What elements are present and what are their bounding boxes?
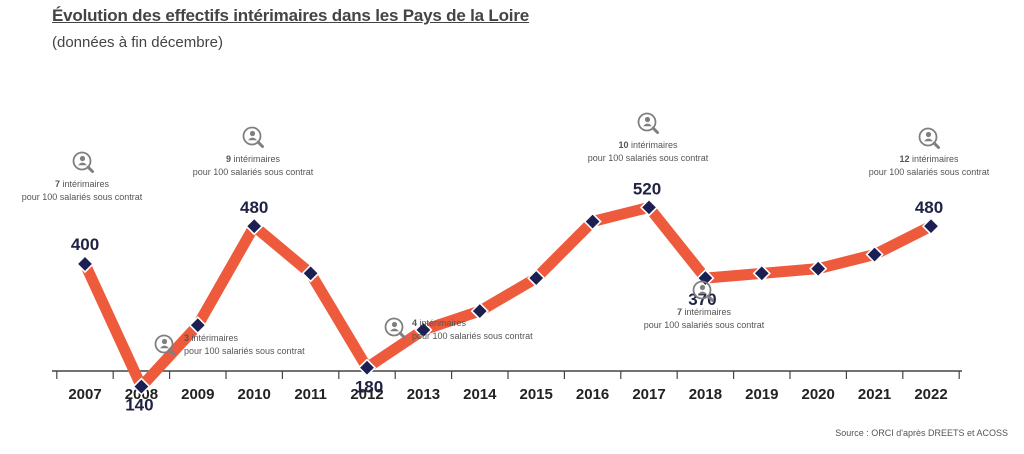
- data-point-marker: [752, 264, 771, 283]
- data-point-marker: [921, 217, 941, 236]
- person-search-icon: [637, 112, 659, 134]
- annotation-line: pour 100 salariés sous contrat: [184, 346, 305, 356]
- data-point-marker: [75, 254, 95, 274]
- annotation-line: 9 intérimaires: [226, 154, 281, 164]
- series-line: [80, 201, 934, 393]
- x-tick-label: 2019: [745, 386, 778, 403]
- annotation-line: 10 intérimaires: [618, 140, 678, 150]
- person-search-icon: [384, 317, 406, 339]
- x-tick-label: 2011: [294, 386, 327, 403]
- data-point-marker: [527, 268, 546, 288]
- source-note: Source : ORCI d'après DREETS et ACOSS: [835, 428, 1008, 438]
- data-point-marker: [809, 259, 828, 278]
- chart-title: Évolution des effectifs intérimaires dan…: [52, 6, 529, 25]
- data-point-marker: [414, 320, 433, 340]
- x-tick-label: 2022: [914, 386, 947, 403]
- annotation-line: pour 100 salariés sous contrat: [412, 331, 533, 341]
- x-tick-label: 2017: [632, 386, 665, 403]
- annotation-line: pour 100 salariés sous contrat: [22, 192, 143, 202]
- data-point-marker: [132, 377, 151, 396]
- data-point-marker: [583, 212, 602, 231]
- x-tick-label: 2009: [181, 386, 214, 403]
- data-label: 140: [125, 396, 153, 415]
- annotation-line: pour 100 salariés sous contrat: [644, 320, 765, 330]
- data-point-marker: [357, 358, 377, 377]
- data-label: 520: [633, 179, 661, 198]
- annotation-line: 7 intérimaires: [55, 179, 110, 189]
- data-point-marker: [245, 217, 264, 236]
- data-point-marker: [188, 316, 207, 335]
- x-tick-label: 2021: [858, 386, 891, 403]
- data-label: 180: [355, 378, 383, 397]
- data-label: 400: [71, 235, 99, 254]
- annotation-line: pour 100 salariés sous contrat: [869, 167, 990, 177]
- annotation-line: 4 intérimaires: [412, 318, 467, 328]
- data-point-marker: [865, 245, 884, 264]
- chart-subtitle: (données à fin décembre): [52, 34, 223, 51]
- data-point-marker: [301, 264, 320, 283]
- x-tick-label: 2014: [463, 386, 497, 403]
- x-tick-label: 2013: [407, 386, 440, 403]
- annotation-line: 12 intérimaires: [899, 154, 959, 164]
- x-tick-label: 2018: [689, 386, 722, 403]
- data-point-marker: [639, 198, 659, 217]
- x-tick-label: 2012: [350, 386, 383, 403]
- x-tick-label: 2007: [68, 386, 101, 403]
- person-search-icon: [154, 334, 176, 356]
- person-search-icon: [242, 126, 264, 148]
- annotation-line: pour 100 salariés sous contrat: [588, 153, 709, 163]
- data-label: 480: [240, 198, 268, 217]
- annotation-line: 3 intérimaires: [184, 333, 239, 343]
- annotation-line: 7 intérimaires: [677, 307, 732, 317]
- x-tick-label: 2020: [802, 386, 835, 403]
- x-tick-label: 2016: [576, 386, 609, 403]
- data-point-marker: [470, 301, 489, 321]
- data-label: 480: [915, 198, 943, 217]
- person-search-icon: [692, 280, 714, 302]
- person-search-icon: [72, 151, 94, 173]
- x-tick-label: 2010: [238, 386, 271, 403]
- person-search-icon: [918, 127, 940, 149]
- annotation-line: pour 100 salariés sous contrat: [193, 167, 314, 177]
- x-tick-label: 2015: [520, 386, 553, 403]
